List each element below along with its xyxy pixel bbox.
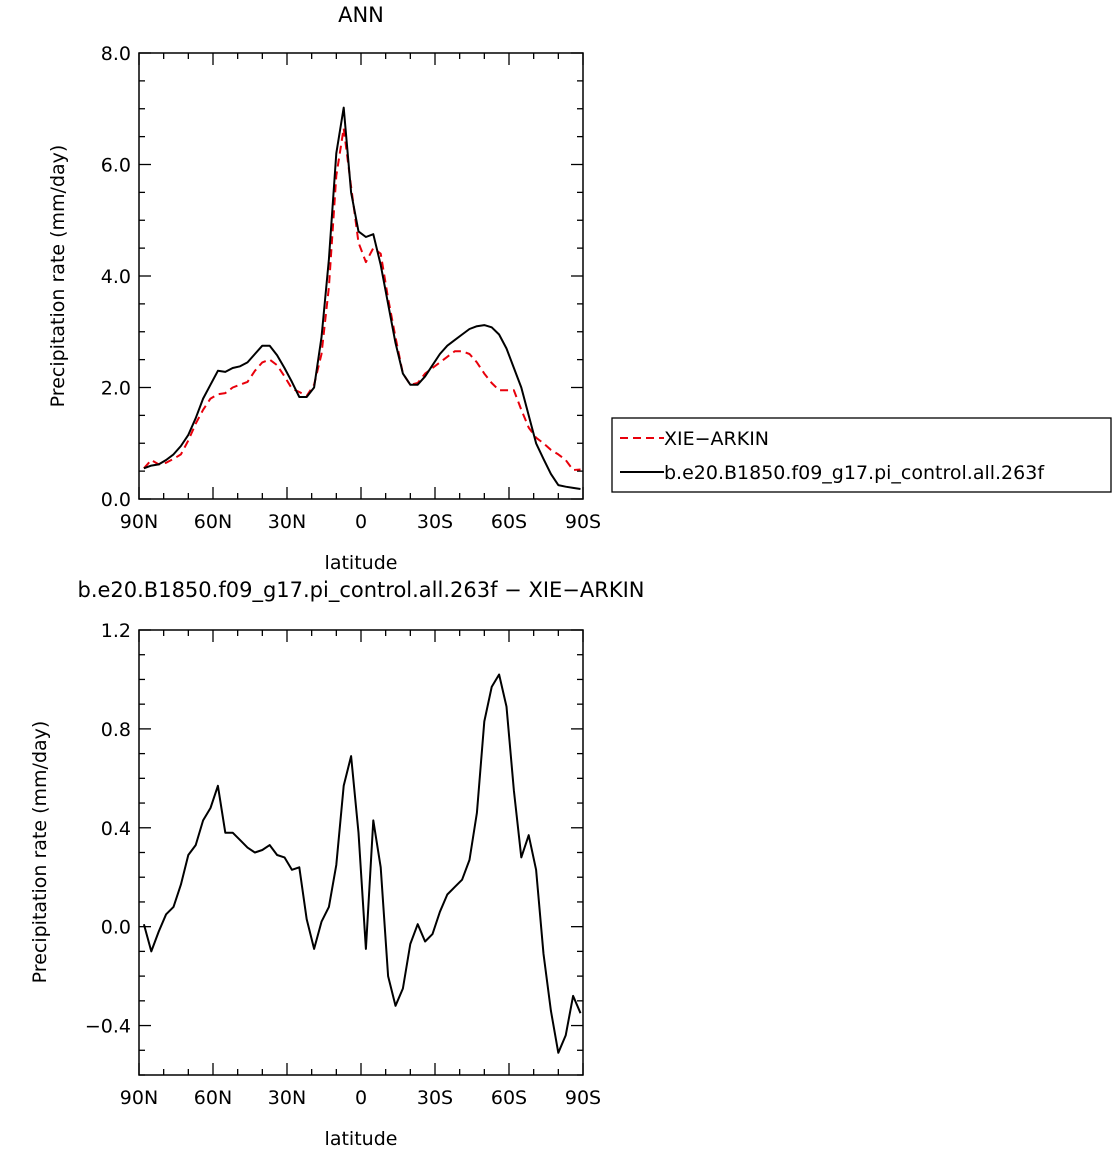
top-y-tick-label: 2.0 <box>101 378 131 400</box>
top-y-axis-label: Precipitation rate (mm/day) <box>47 145 69 408</box>
top-x-tick-label: 90N <box>120 511 158 533</box>
top-plot-area: 90N 60N 30N 0 30S 60S 90S 0.0 2.0 4.0 6.0 8.0 <box>101 43 601 533</box>
legend-box <box>611 417 1112 493</box>
top-x-tick-label: 60S <box>491 511 527 533</box>
top-y-tick-label: 0.0 <box>101 489 131 511</box>
top-y-tick-label: 4.0 <box>101 266 131 288</box>
legend-label-xie-arkin: XIE−ARKIN <box>664 428 769 450</box>
bottom-panel-title: b.e20.B1850.f09_g17.pi_control.all.263f … <box>77 578 644 603</box>
top-series-line-0 <box>143 127 581 471</box>
top-x-axis-label: latitude <box>325 552 398 574</box>
top-x-tick-label: 60N <box>194 511 232 533</box>
bottom-series-line-0 <box>142 673 582 1054</box>
top-panel-title: ANN <box>338 3 384 27</box>
bottom-x-tick-label: 30N <box>268 1087 306 1109</box>
bottom-y-tick-label: 0.4 <box>101 818 131 840</box>
bottom-y-tick-label: 1.2 <box>101 620 131 642</box>
top-y-tick-label: 8.0 <box>101 43 131 65</box>
bottom-x-tick-label: 60S <box>491 1087 527 1109</box>
legend-label-model: b.e20.B1850.f09_g17.pi_control.all.263f <box>664 462 1045 484</box>
top-x-tick-label: 30S <box>417 511 453 533</box>
bottom-y-axis-label: Precipitation rate (mm/day) <box>29 721 51 984</box>
top-series-line-1 <box>143 106 581 490</box>
top-plot-frame <box>138 52 584 500</box>
top-y-tick-label: 6.0 <box>101 155 131 177</box>
bottom-x-tick-label: 90S <box>565 1087 601 1109</box>
bottom-plot-frame <box>138 629 584 1076</box>
top-x-tick-label: 0 <box>355 511 367 533</box>
bottom-x-tick-label: 60N <box>194 1087 232 1109</box>
bottom-x-tick-label: 0 <box>355 1087 367 1109</box>
bottom-y-tick-label: 0.0 <box>101 917 131 939</box>
bottom-panel: b.e20.B1850.f09_g17.pi_control.all.263f … <box>29 578 645 1150</box>
bottom-y-tick-label: 0.8 <box>101 719 131 741</box>
top-x-tick-label: 30N <box>268 511 306 533</box>
bottom-x-tick-label: 30S <box>417 1087 453 1109</box>
top-x-tick-label: 90S <box>565 511 601 533</box>
legend: XIE−ARKIN b.e20.B1850.f09_g17.pi_control… <box>611 417 1112 493</box>
bottom-y-tick-label: −0.4 <box>85 1016 131 1038</box>
top-panel: ANN 90N 60N 30N 0 30S 60S 90S 0.0 2.0 4.0 6.0 8.0 l… <box>47 3 1112 574</box>
bottom-plot-area: 90N 60N 30N 0 30S 60S 90S −0.4 0.0 0.4 0.8 1.2 <box>85 620 601 1109</box>
bottom-x-axis-label: latitude <box>325 1128 398 1150</box>
bottom-x-tick-label: 90N <box>120 1087 158 1109</box>
